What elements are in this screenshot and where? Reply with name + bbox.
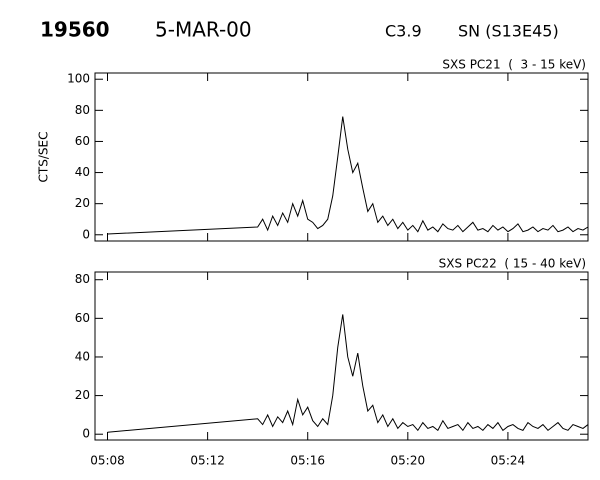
data-line (107, 116, 589, 235)
y-tick-label: 80 (75, 103, 90, 117)
y-tick-label: 20 (75, 388, 90, 402)
event-id: 19560 (40, 18, 110, 42)
y-tick-label: 0 (82, 427, 90, 441)
x-tick-label: 05:12 (190, 454, 225, 468)
panel-title: SXS PC22 ( 15 - 40 keV) (439, 257, 586, 271)
y-tick-label: 0 (82, 227, 90, 241)
flare-class: C3.9 (385, 22, 422, 41)
x-tick-label: 05:20 (391, 454, 426, 468)
event-date: 5-MAR-00 (155, 18, 252, 42)
panel-title: SXS PC21 ( 3 - 15 keV) (442, 58, 586, 72)
y-tick-label: 40 (75, 165, 90, 179)
x-tick-label: 05:24 (491, 454, 526, 468)
x-tick-label: 05:16 (290, 454, 325, 468)
data-line (107, 314, 589, 433)
y-tick-label: 60 (75, 134, 90, 148)
plot-frame (94, 72, 589, 242)
y-tick-label: 60 (75, 311, 90, 325)
plot-frame (94, 271, 589, 441)
y-tick-label: 80 (75, 272, 90, 286)
y-axis-label: CTS/SEC (37, 132, 51, 183)
flare-location: SN (S13E45) (458, 22, 559, 41)
y-tick-label: 20 (75, 196, 90, 210)
x-tick-label: 05:08 (90, 454, 125, 468)
y-tick-label: 100 (67, 72, 90, 86)
y-tick-label: 40 (75, 349, 90, 363)
